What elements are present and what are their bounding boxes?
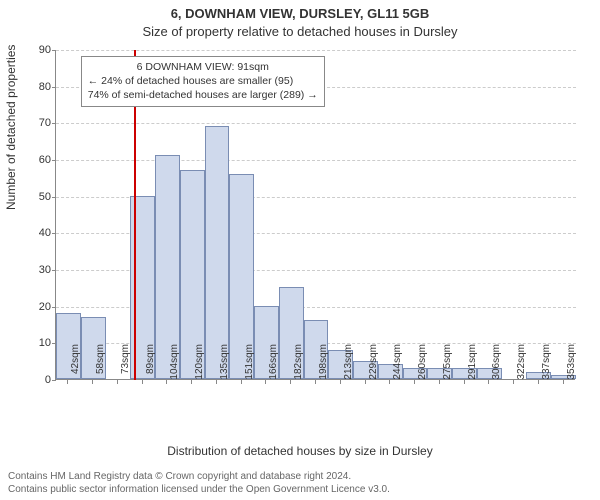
footer-attribution: Contains HM Land Registry data © Crown c…: [8, 470, 390, 496]
chart-subtitle: Size of property relative to detached ho…: [0, 24, 600, 39]
xtick-label: 58sqm: [95, 344, 106, 384]
ytick-label: 70: [21, 117, 51, 129]
xtick-mark: [191, 380, 192, 384]
ytick-mark: [52, 307, 56, 308]
xtick-mark: [513, 380, 514, 384]
xtick-mark: [142, 380, 143, 384]
xtick-label: 120sqm: [194, 344, 205, 384]
ytick-label: 30: [21, 264, 51, 276]
chart-container: 6 DOWNHAM VIEW: 91sqm← 24% of detached h…: [55, 50, 575, 420]
xtick-mark: [117, 380, 118, 384]
xtick-mark: [563, 380, 564, 384]
xtick-mark: [365, 380, 366, 384]
xtick-mark: [241, 380, 242, 384]
ytick-mark: [52, 197, 56, 198]
histogram-plot: 6 DOWNHAM VIEW: 91sqm← 24% of detached h…: [55, 50, 575, 380]
xtick-label: 213sqm: [343, 344, 354, 384]
xtick-mark: [414, 380, 415, 384]
ytick-mark: [52, 270, 56, 271]
xtick-label: 166sqm: [268, 344, 279, 384]
xtick-mark: [538, 380, 539, 384]
xtick-mark: [290, 380, 291, 384]
footer-line-1: Contains HM Land Registry data © Crown c…: [8, 470, 390, 483]
y-axis-label: Number of detached properties: [4, 45, 18, 210]
footer-line-2: Contains public sector information licen…: [8, 483, 390, 496]
xtick-mark: [67, 380, 68, 384]
ytick-mark: [52, 160, 56, 161]
xtick-label: 104sqm: [169, 344, 180, 384]
xtick-mark: [340, 380, 341, 384]
xtick-label: 151sqm: [244, 344, 255, 384]
ytick-label: 90: [21, 44, 51, 56]
histogram-bar: [205, 126, 230, 379]
annotation-line: 74% of semi-detached houses are larger (…: [88, 88, 318, 102]
ytick-label: 40: [21, 227, 51, 239]
x-axis-label: Distribution of detached houses by size …: [0, 444, 600, 458]
xtick-mark: [92, 380, 93, 384]
ytick-label: 20: [21, 301, 51, 313]
ytick-label: 0: [21, 374, 51, 386]
xtick-label: 89sqm: [145, 344, 156, 384]
xtick-label: 42sqm: [70, 344, 81, 384]
annotation-line: ← 24% of detached houses are smaller (95…: [88, 74, 318, 88]
ytick-mark: [52, 233, 56, 234]
xtick-mark: [464, 380, 465, 384]
xtick-label: 198sqm: [318, 344, 329, 384]
page-title: 6, DOWNHAM VIEW, DURSLEY, GL11 5GB: [0, 6, 600, 21]
xtick-mark: [315, 380, 316, 384]
xtick-label: 244sqm: [392, 344, 403, 384]
xtick-mark: [488, 380, 489, 384]
annotation-box: 6 DOWNHAM VIEW: 91sqm← 24% of detached h…: [81, 56, 325, 107]
xtick-label: 260sqm: [417, 344, 428, 384]
ytick-mark: [52, 50, 56, 51]
annotation-line: 6 DOWNHAM VIEW: 91sqm: [88, 60, 318, 74]
xtick-label: 135sqm: [219, 344, 230, 384]
ytick-label: 50: [21, 191, 51, 203]
xtick-label: 73sqm: [120, 344, 131, 384]
ytick-mark: [52, 87, 56, 88]
xtick-label: 275sqm: [442, 344, 453, 384]
xtick-label: 353sqm: [566, 344, 577, 384]
xtick-mark: [216, 380, 217, 384]
ytick-label: 80: [21, 81, 51, 93]
xtick-label: 306sqm: [491, 344, 502, 384]
xtick-mark: [439, 380, 440, 384]
xtick-label: 322sqm: [516, 344, 527, 384]
xtick-mark: [389, 380, 390, 384]
ytick-label: 60: [21, 154, 51, 166]
ytick-mark: [52, 380, 56, 381]
xtick-label: 291sqm: [467, 344, 478, 384]
xtick-label: 229sqm: [368, 344, 379, 384]
ytick-mark: [52, 123, 56, 124]
xtick-mark: [166, 380, 167, 384]
ytick-label: 10: [21, 337, 51, 349]
xtick-mark: [265, 380, 266, 384]
xtick-label: 337sqm: [541, 344, 552, 384]
xtick-label: 182sqm: [293, 344, 304, 384]
